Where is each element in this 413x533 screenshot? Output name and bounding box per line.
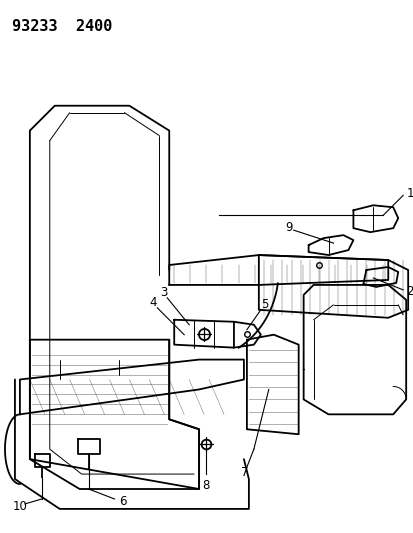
- Text: 9: 9: [284, 221, 292, 233]
- Text: 2: 2: [405, 285, 413, 298]
- Text: 5: 5: [261, 298, 268, 311]
- Text: 10: 10: [12, 500, 27, 513]
- Text: 93233  2400: 93233 2400: [12, 19, 112, 34]
- Text: 4: 4: [149, 296, 157, 309]
- Text: 6: 6: [119, 496, 127, 508]
- Text: 1: 1: [405, 187, 413, 200]
- Text: 3: 3: [160, 286, 168, 300]
- Text: 8: 8: [202, 479, 209, 492]
- Text: 7: 7: [240, 466, 248, 479]
